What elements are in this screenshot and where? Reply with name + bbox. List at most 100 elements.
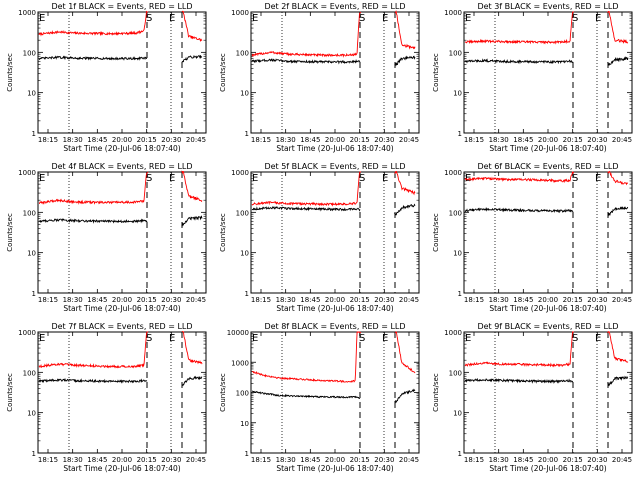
- marker-label: E: [465, 13, 471, 24]
- plot-frame: [250, 11, 420, 134]
- y-tick-label: 1000: [18, 169, 36, 177]
- chart-title: Det 5f BLACK = Events, RED = LLD: [264, 162, 405, 171]
- y-tick-label: 10: [27, 90, 36, 98]
- chart-panel-9: Det 9f BLACK = Events, RED = LLD 1 10 100 10…: [432, 322, 633, 473]
- marker-label: E: [39, 333, 45, 344]
- y-axis-label: Counts/sec: [6, 53, 14, 92]
- x-tick-label: 20:00: [325, 456, 345, 464]
- y-tick-label: 1: [245, 450, 249, 458]
- x-tick-label: 20:45: [186, 296, 206, 304]
- x-tick-label: 18:45: [513, 296, 533, 304]
- x-tick-label: 18:45: [300, 456, 320, 464]
- marker-label: E: [169, 173, 175, 184]
- x-tick-label: 18:45: [513, 456, 533, 464]
- series-line-lld: [38, 330, 203, 369]
- x-tick-label: 18:15: [251, 136, 271, 144]
- series-line-events: [464, 56, 629, 66]
- chart-panel-1: Det 1f BLACK = Events, RED = LLD 1 10 100 10…: [6, 2, 207, 153]
- plot-frame: [37, 11, 207, 134]
- x-tick-label: 20:45: [186, 136, 206, 144]
- plot-frame: [37, 331, 207, 454]
- x-tick-label: 20:45: [612, 296, 632, 304]
- y-tick-label: 1: [458, 290, 462, 298]
- series-line-lld: [38, 10, 203, 42]
- x-tick-label: 20:45: [399, 456, 419, 464]
- x-tick-label: 20:30: [161, 296, 181, 304]
- marker-label: S: [146, 173, 152, 184]
- y-axis-label: Counts/sec: [219, 53, 227, 92]
- marker-label: E: [465, 333, 471, 344]
- x-tick-label: 20:00: [112, 296, 132, 304]
- x-tick-label: 20:45: [612, 136, 632, 144]
- y-axis-label: Counts/sec: [6, 213, 14, 252]
- marker-label: E: [169, 13, 175, 24]
- y-axis-label: Counts/sec: [432, 373, 440, 412]
- x-tick-label: 20:00: [112, 136, 132, 144]
- x-axis-label: Start Time (20-Jul-06 18:07:40): [63, 464, 180, 473]
- y-tick-label: 1: [458, 130, 462, 138]
- y-tick-label: 1000: [231, 9, 249, 17]
- x-tick-label: 18:15: [38, 296, 58, 304]
- y-axis-label: Counts/sec: [219, 213, 227, 252]
- x-tick-label: 18:45: [87, 296, 107, 304]
- y-tick-label: 1: [245, 130, 249, 138]
- y-tick-label: 10: [453, 410, 462, 418]
- x-tick-label: 20:30: [374, 456, 394, 464]
- plot-frame: [250, 331, 420, 454]
- y-tick-label: 10: [240, 420, 249, 428]
- x-tick-label: 18:30: [63, 296, 83, 304]
- marker-label: E: [252, 173, 258, 184]
- series-line-events: [38, 215, 203, 227]
- y-tick-label: 1000: [18, 9, 36, 17]
- series-line-lld: [251, 9, 416, 58]
- y-axis-label: Counts/sec: [432, 213, 440, 252]
- series-line-lld: [464, 330, 629, 368]
- marker-label: E: [39, 173, 45, 184]
- x-axis-label: Start Time (20-Jul-06 18:07:40): [489, 464, 606, 473]
- marker-label: E: [382, 173, 388, 184]
- chart-title: Det 7f BLACK = Events, RED = LLD: [51, 322, 192, 331]
- x-tick-label: 18:45: [87, 136, 107, 144]
- series-line-events: [251, 55, 416, 67]
- plot-frame: [463, 171, 633, 294]
- y-axis-label: Counts/sec: [432, 53, 440, 92]
- y-tick-label: 1000: [444, 9, 462, 17]
- x-tick-label: 18:15: [251, 456, 271, 464]
- x-tick-label: 20:30: [587, 296, 607, 304]
- marker-label: S: [359, 333, 365, 344]
- marker-label: S: [359, 13, 365, 24]
- chart-title: Det 4f BLACK = Events, RED = LLD: [51, 162, 192, 171]
- marker-label: E: [595, 333, 601, 344]
- marker-label: S: [572, 13, 578, 24]
- marker-label: E: [252, 333, 258, 344]
- x-tick-label: 18:30: [276, 456, 296, 464]
- x-tick-label: 20:00: [538, 136, 558, 144]
- x-tick-label: 18:15: [464, 296, 484, 304]
- x-tick-label: 20:45: [399, 296, 419, 304]
- x-tick-label: 20:15: [563, 296, 583, 304]
- y-tick-label: 1: [32, 130, 36, 138]
- x-axis-label: Start Time (20-Jul-06 18:07:40): [489, 304, 606, 313]
- chart-title: Det 8f BLACK = Events, RED = LLD: [264, 322, 405, 331]
- y-tick-label: 100: [236, 49, 249, 57]
- marker-label: E: [595, 173, 601, 184]
- chart-title: Det 2f BLACK = Events, RED = LLD: [264, 2, 405, 11]
- x-tick-label: 18:30: [489, 456, 509, 464]
- x-tick-label: 20:15: [563, 136, 583, 144]
- x-axis-label: Start Time (20-Jul-06 18:07:40): [276, 304, 393, 313]
- y-tick-label: 1: [458, 450, 462, 458]
- x-tick-label: 18:15: [464, 456, 484, 464]
- y-tick-label: 1000: [231, 359, 249, 367]
- y-axis-label: Counts/sec: [219, 373, 227, 412]
- plot-frame: [463, 11, 633, 134]
- plot-frame: [463, 331, 633, 454]
- y-tick-label: 10: [453, 90, 462, 98]
- marker-label: S: [572, 173, 578, 184]
- x-tick-label: 20:30: [161, 456, 181, 464]
- x-tick-label: 18:45: [513, 136, 533, 144]
- y-tick-label: 100: [449, 49, 462, 57]
- x-tick-label: 20:15: [350, 136, 370, 144]
- y-tick-label: 1: [32, 290, 36, 298]
- x-tick-label: 18:15: [38, 456, 58, 464]
